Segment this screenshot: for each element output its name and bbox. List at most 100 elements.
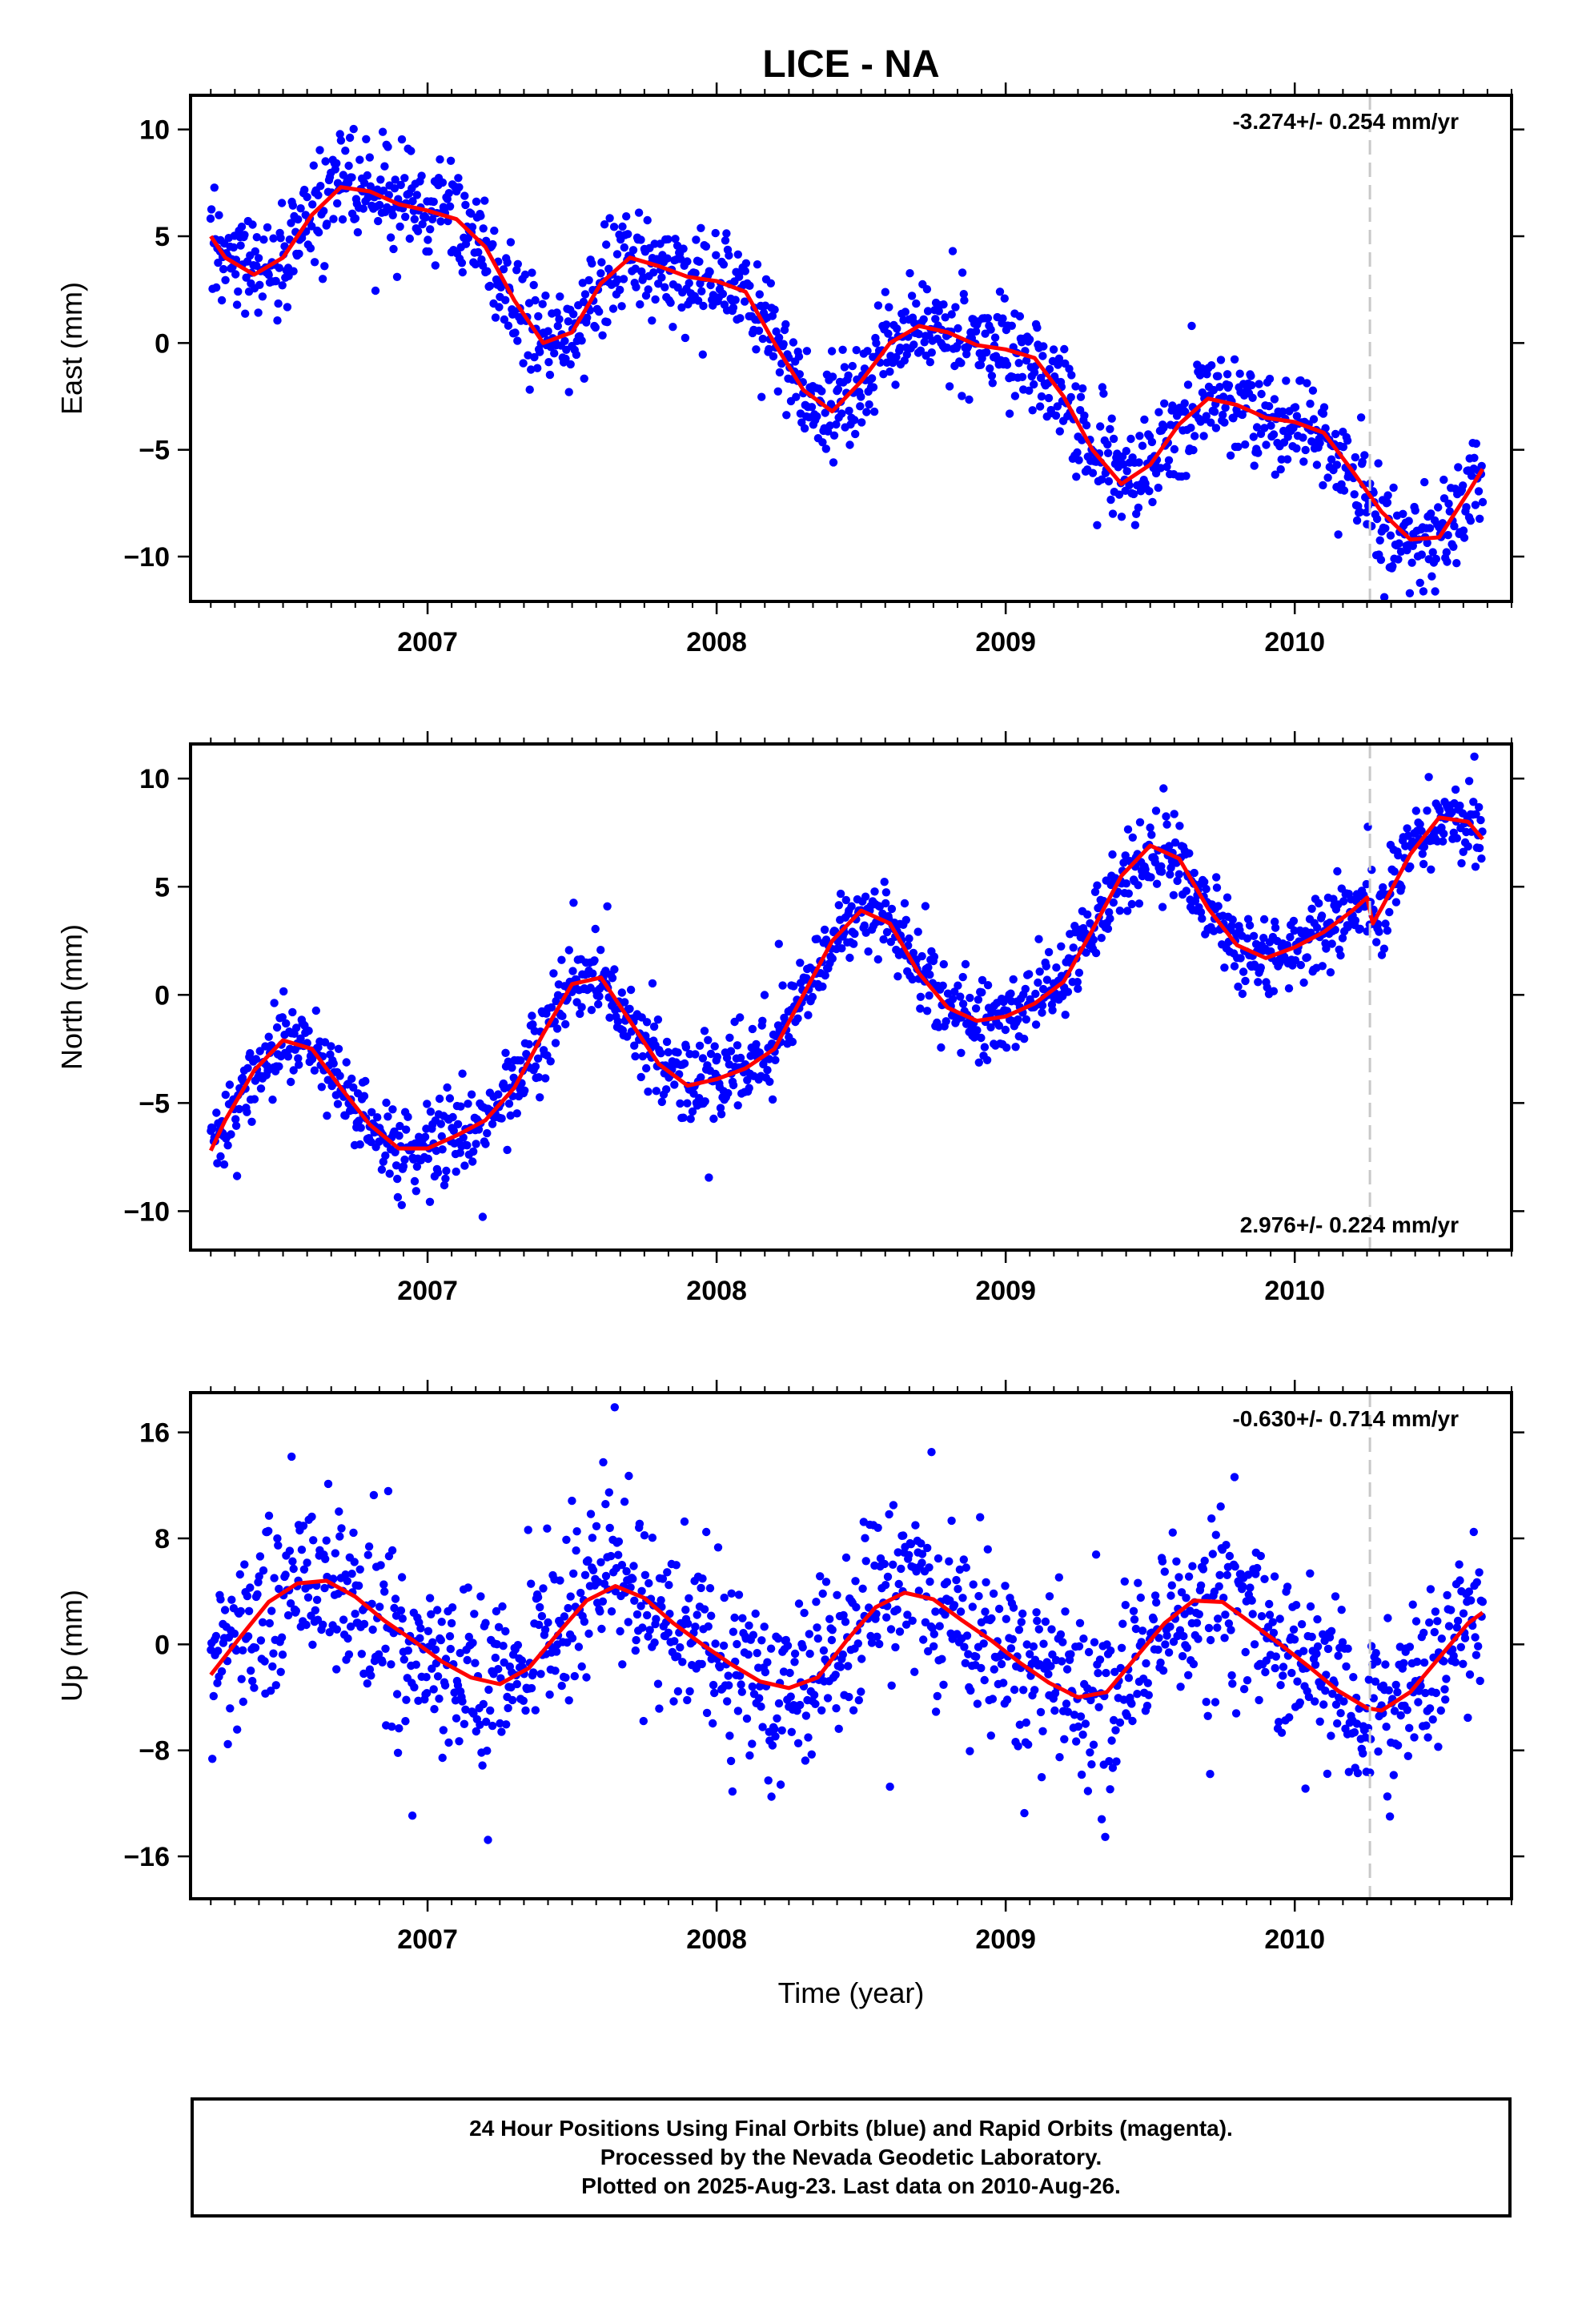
panel-frame-up	[189, 1391, 1513, 1900]
data-point	[1322, 944, 1331, 953]
data-point	[1246, 1583, 1255, 1592]
data-point	[439, 1726, 448, 1735]
data-point	[312, 1595, 322, 1605]
data-point	[610, 1403, 619, 1412]
data-point	[1303, 379, 1311, 388]
data-point	[1018, 372, 1027, 381]
data-point	[478, 1761, 487, 1770]
data-point	[813, 1623, 821, 1632]
data-point	[1183, 380, 1193, 389]
data-point	[1015, 1720, 1025, 1729]
data-point	[1434, 503, 1443, 512]
data-point	[332, 1625, 341, 1634]
data-point	[990, 333, 1000, 342]
data-point	[235, 1570, 244, 1579]
data-point	[962, 1563, 971, 1572]
chart-title: LICE - NA	[762, 43, 939, 86]
data-point	[1241, 976, 1250, 986]
data-point	[844, 371, 853, 380]
data-point	[1471, 1633, 1480, 1642]
data-point	[1090, 1638, 1099, 1647]
data-point	[208, 1124, 217, 1133]
data-point	[764, 1776, 773, 1785]
data-point	[1122, 879, 1131, 888]
data-point	[1114, 490, 1124, 499]
data-point	[579, 297, 588, 307]
data-point	[241, 309, 250, 318]
data-point	[768, 1095, 777, 1104]
data-point	[283, 303, 292, 312]
data-point	[287, 219, 295, 227]
data-point	[1022, 1718, 1031, 1727]
data-point	[761, 1667, 770, 1677]
data-point	[1455, 1560, 1464, 1569]
data-point	[968, 1602, 978, 1611]
data-point	[653, 1015, 663, 1024]
data-point	[1291, 1601, 1301, 1610]
data-point	[1325, 1633, 1335, 1642]
data-point	[1381, 1660, 1390, 1669]
data-point	[275, 1584, 283, 1594]
data-point	[217, 1667, 227, 1676]
data-point	[374, 216, 383, 226]
data-point	[1159, 424, 1168, 432]
data-point	[1083, 1787, 1093, 1795]
data-point	[1144, 1691, 1154, 1699]
data-point	[1377, 951, 1387, 959]
data-point	[335, 130, 344, 139]
data-point	[1464, 1713, 1472, 1723]
data-point	[769, 352, 778, 361]
data-point	[1123, 825, 1133, 834]
data-point	[1050, 1706, 1059, 1715]
data-point	[1293, 1677, 1302, 1686]
data-point	[1338, 934, 1347, 943]
data-point	[1011, 1043, 1020, 1051]
data-point	[786, 1692, 795, 1701]
data-point	[393, 1748, 403, 1757]
data-point	[1174, 870, 1184, 879]
data-point	[1307, 928, 1315, 937]
data-point	[1223, 370, 1232, 379]
data-point	[598, 1597, 608, 1606]
data-point	[1185, 849, 1194, 858]
data-point	[408, 197, 417, 206]
data-point	[481, 1140, 490, 1148]
data-point	[1034, 935, 1043, 943]
data-point	[1419, 1628, 1428, 1638]
data-point	[1419, 1658, 1429, 1667]
data-point	[1143, 1679, 1153, 1687]
data-point	[1030, 1686, 1039, 1695]
data-point	[1257, 389, 1266, 399]
data-point	[710, 1688, 719, 1698]
data-point	[240, 231, 249, 239]
data-point	[289, 1066, 298, 1075]
data-point	[560, 336, 569, 345]
data-point	[652, 1614, 661, 1623]
data-point	[233, 1725, 242, 1734]
data-point	[1152, 879, 1162, 888]
data-point	[1321, 424, 1330, 432]
data-point	[537, 1611, 547, 1621]
data-point	[911, 1521, 920, 1530]
data-point	[584, 1629, 593, 1638]
data-point	[1127, 899, 1137, 909]
data-point	[1247, 1596, 1256, 1605]
data-point	[656, 1049, 665, 1058]
data-point	[719, 260, 729, 269]
data-point	[1074, 1722, 1083, 1731]
data-point	[1271, 1652, 1281, 1661]
data-point	[464, 1100, 472, 1108]
data-point	[223, 1739, 232, 1749]
data-point	[1038, 1008, 1046, 1017]
data-point	[1391, 1680, 1400, 1690]
data-point	[1417, 550, 1427, 559]
data-point	[529, 1668, 538, 1677]
data-point	[941, 1610, 950, 1619]
data-point	[1119, 858, 1128, 867]
data-point	[893, 1605, 901, 1614]
data-point	[580, 374, 588, 383]
data-point	[588, 259, 596, 268]
data-point	[1010, 392, 1020, 400]
data-point	[897, 1564, 905, 1574]
